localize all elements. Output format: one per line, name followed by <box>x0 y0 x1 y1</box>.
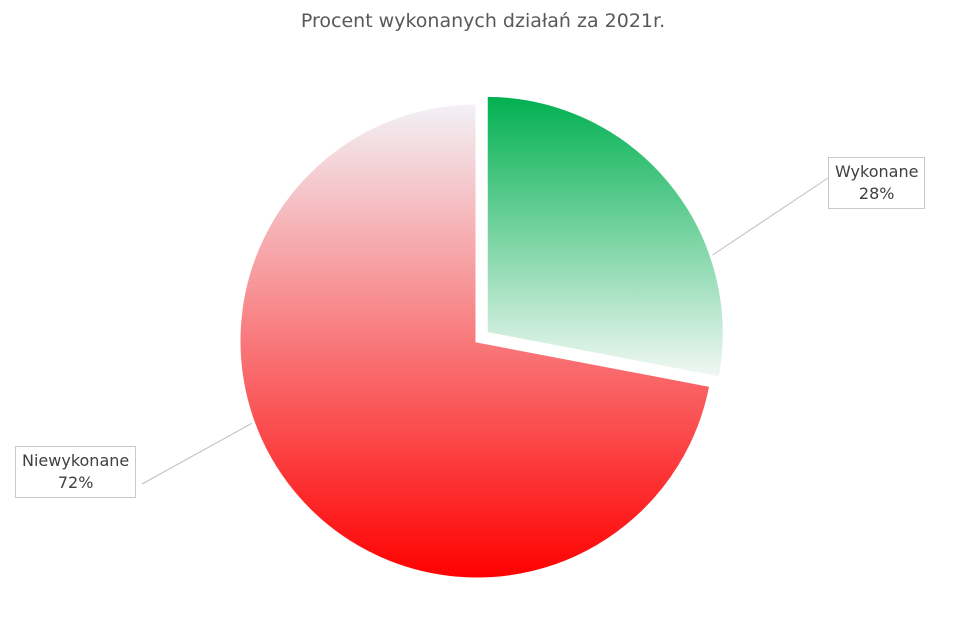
leader-line-wykonane <box>711 177 829 257</box>
data-label-niewykonane: Niewykonane 72% <box>15 446 137 498</box>
leader-line-niewykonane <box>141 421 254 485</box>
pie-slice-niewykonane <box>237 101 713 581</box>
data-label-wykonane: Wykonane 28% <box>828 157 926 209</box>
chart-title: Procent wykonanych działań za 2021r. <box>300 10 666 32</box>
data-label-wykonane-value: 28% <box>858 184 895 203</box>
data-label-wykonane-name: Wykonane <box>835 162 919 181</box>
data-label-niewykonane-name: Niewykonane <box>22 451 130 470</box>
pie-slice-wykonane <box>484 93 726 380</box>
data-label-niewykonane-value: 72% <box>57 473 94 492</box>
